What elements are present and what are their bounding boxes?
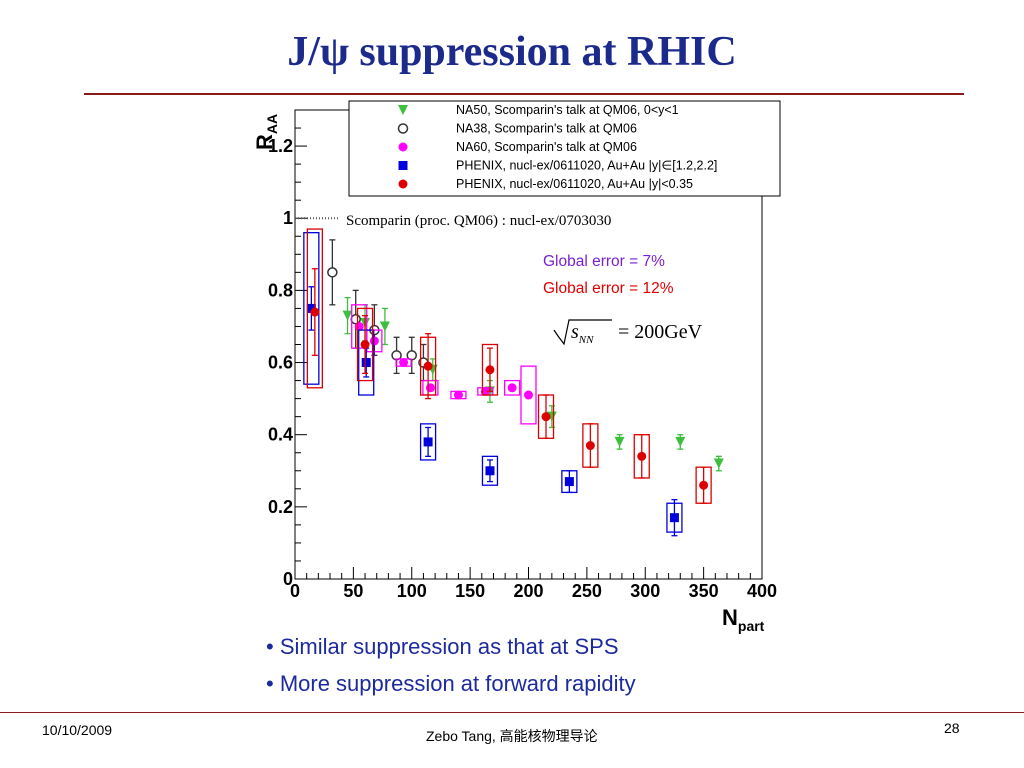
na50-point bbox=[675, 436, 686, 447]
chart-annotations: Scomparin (proc. QM06) : nucl-ex/0703030… bbox=[346, 213, 703, 346]
legend-marker bbox=[398, 179, 408, 189]
legend-label: NA38, Scomparin's talk at QM06 bbox=[456, 122, 637, 136]
energy-label: sNN bbox=[571, 321, 594, 346]
bullet-item: • More suppression at forward rapidity bbox=[266, 671, 636, 696]
x-tick-label: 300 bbox=[630, 581, 660, 601]
plot-frame: 0 50 100 150 200 250 300 350 400 0 0.2 0.4 0.6 0.8 1 1.… bbox=[252, 109, 777, 634]
y-tick-label: 0.6 bbox=[268, 353, 293, 373]
na60-sys-box bbox=[520, 365, 537, 425]
y-tick-label: 0.2 bbox=[268, 497, 293, 517]
na60-point bbox=[399, 358, 409, 368]
na60-point bbox=[425, 383, 435, 393]
phenix-forward-point bbox=[423, 437, 433, 447]
y-tick-label: 0.8 bbox=[268, 280, 293, 300]
energy-value: = 200GeV bbox=[618, 321, 703, 343]
phenix-forward-point bbox=[361, 358, 371, 368]
legend-label: NA50, Scomparin's talk at QM06, 0<y<1 bbox=[456, 103, 679, 117]
phenix-mid-sys-box bbox=[481, 343, 499, 396]
raa-chart: 0 50 100 150 200 250 300 350 400 0 0.2 0.4 0.6 0.8 1 1.… bbox=[252, 100, 781, 634]
phenix-forward-sys-box bbox=[419, 423, 437, 461]
chart-legend: NA50, Scomparin's talk at QM06, 0<y<1 NA3… bbox=[348, 100, 781, 197]
na60-sys-box bbox=[504, 379, 521, 396]
x-tick-label: 0 bbox=[290, 581, 300, 601]
series-phenix-forward bbox=[303, 232, 683, 537]
footer-author: Zebo Tang, 高能核物理导论 bbox=[426, 728, 598, 744]
na50-point bbox=[342, 310, 353, 321]
y-tick-label: 1.2 bbox=[268, 136, 293, 156]
bullet-item: • Similar suppression as that at SPS bbox=[266, 634, 619, 659]
x-tick-label: 150 bbox=[455, 581, 485, 601]
y-tick-label: 0.4 bbox=[268, 425, 293, 445]
series-na38 bbox=[327, 239, 429, 382]
legend-marker bbox=[398, 161, 408, 170]
y-tick-label: 1 bbox=[283, 208, 293, 228]
phenix-mid-point bbox=[541, 412, 551, 422]
legend-marker bbox=[397, 123, 409, 134]
phenix-forward-sys-box bbox=[358, 329, 375, 396]
legend-box bbox=[348, 100, 781, 197]
na60-point bbox=[524, 390, 533, 400]
legend-marker bbox=[398, 142, 408, 152]
phenix-mid-point bbox=[360, 340, 370, 349]
na60-point bbox=[369, 336, 379, 346]
x-tick-label: 400 bbox=[747, 581, 777, 601]
phenix-forward-sys-box bbox=[481, 455, 499, 486]
footer-divider bbox=[0, 712, 1024, 713]
page-number: 28 bbox=[944, 720, 960, 736]
phenix-mid-sys-box bbox=[356, 307, 374, 382]
legend-label: PHENIX, nucl-ex/0611020, Au+Au |y|∈[1.2,… bbox=[456, 159, 717, 173]
x-tick-label: 350 bbox=[689, 581, 719, 601]
phenix-mid-point bbox=[485, 365, 495, 375]
global-error-12: Global error = 12% bbox=[543, 280, 674, 297]
series-phenix-mid bbox=[306, 228, 712, 504]
x-tick-label: 50 bbox=[343, 581, 363, 601]
title-divider bbox=[84, 93, 964, 95]
x-axis-label: Npart bbox=[722, 605, 765, 634]
phenix-mid-point bbox=[423, 361, 433, 371]
na50-point bbox=[713, 458, 724, 469]
na38-point bbox=[327, 267, 338, 278]
phenix-forward-sys-box bbox=[303, 232, 320, 385]
na50-point bbox=[379, 321, 390, 332]
y-tick-label: 0 bbox=[283, 569, 293, 589]
phenix-mid-point bbox=[637, 451, 647, 461]
legend-label: PHENIX, nucl-ex/0611020, Au+Au |y|<0.35 bbox=[456, 177, 693, 191]
series-na60 bbox=[351, 304, 537, 425]
slide-title: J/ψ suppression at RHIC bbox=[287, 29, 737, 75]
phenix-forward-point bbox=[564, 477, 574, 487]
na50-point bbox=[614, 436, 625, 447]
na60-point bbox=[453, 390, 463, 400]
phenix-mid-point bbox=[585, 441, 595, 451]
phenix-forward-point bbox=[669, 513, 679, 523]
bullet-list: • Similar suppression as that at SPS • M… bbox=[266, 628, 636, 702]
x-tick-label: 100 bbox=[397, 581, 427, 601]
phenix-mid-sys-box bbox=[306, 228, 323, 389]
na60-point bbox=[507, 383, 517, 393]
x-tick-label: 200 bbox=[513, 581, 543, 601]
sqrt-symbol bbox=[553, 319, 612, 346]
footer-date: 10/10/2009 bbox=[42, 722, 113, 738]
phenix-mid-point bbox=[699, 480, 709, 490]
legend-marker bbox=[398, 105, 408, 115]
phenix-mid-point bbox=[310, 307, 320, 317]
scomparin-reference: Scomparin (proc. QM06) : nucl-ex/0703030 bbox=[346, 213, 611, 229]
legend-label: NA60, Scomparin's talk at QM06 bbox=[456, 140, 637, 154]
phenix-forward-point bbox=[485, 466, 495, 476]
global-error-7: Global error = 7% bbox=[543, 253, 665, 270]
phenix-forward-point bbox=[306, 303, 316, 313]
na38-point bbox=[406, 350, 417, 361]
y-axis-label: RAA bbox=[252, 114, 280, 150]
x-tick-label: 250 bbox=[572, 581, 602, 601]
chart-marks bbox=[303, 228, 724, 537]
